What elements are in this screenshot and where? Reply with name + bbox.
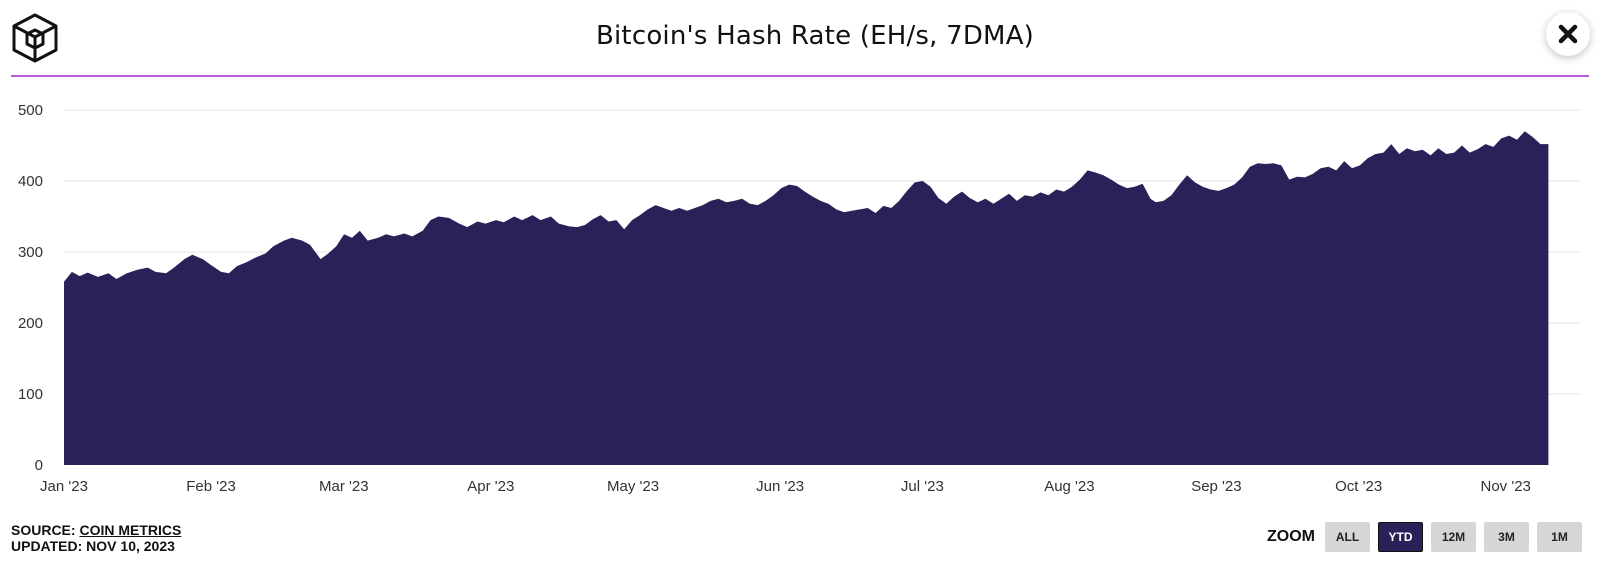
close-icon[interactable]	[1557, 23, 1579, 45]
close-button[interactable]	[1546, 12, 1590, 56]
zoom-3m-button[interactable]: 3M	[1484, 522, 1529, 552]
x-tick-label: Mar '23	[319, 478, 369, 495]
zoom-ytd-button[interactable]: YTD	[1378, 522, 1423, 552]
y-tick-label: 0	[35, 457, 43, 474]
hash-rate-area-chart: 0 100 200 300 400 500 Jan '23 Feb '23 Mar '23 Ap…	[18, 102, 1581, 495]
x-tick-label: Jul '23	[901, 478, 944, 495]
brand-logo-icon	[10, 12, 60, 64]
source-label: SOURCE:	[11, 522, 76, 538]
y-tick-layer: 0 100 200 300 400 500	[18, 102, 43, 474]
title-divider	[11, 75, 1589, 77]
zoom-label: ZOOM	[1267, 528, 1315, 545]
source-info: SOURCE: COIN METRICS UPDATED: NOV 10, 20…	[11, 522, 181, 554]
x-tick-label: Jan '23	[40, 478, 88, 495]
x-tick-label: Sep '23	[1191, 478, 1241, 495]
x-tick-label: Jun '23	[756, 478, 804, 495]
y-tick-label: 400	[18, 173, 43, 190]
x-tick-layer: Jan '23 Feb '23 Mar '23 Apr '23 May '23 Jun '…	[40, 478, 1531, 495]
source-link[interactable]: COIN METRICS	[79, 522, 182, 538]
x-tick-label: Oct '23	[1335, 478, 1382, 495]
zoom-controls: ZOOM ALL YTD 12M 3M 1M	[1267, 522, 1582, 552]
x-tick-label: Feb '23	[186, 478, 236, 495]
zoom-all-button[interactable]: ALL	[1325, 522, 1370, 552]
x-tick-label: Nov '23	[1481, 478, 1531, 495]
zoom-1m-button[interactable]: 1M	[1537, 522, 1582, 552]
y-tick-label: 300	[18, 244, 43, 261]
x-tick-label: May '23	[607, 478, 659, 495]
y-tick-label: 500	[18, 102, 43, 119]
hash-rate-area	[64, 131, 1549, 466]
y-tick-label: 100	[18, 386, 43, 403]
zoom-12m-button[interactable]: 12M	[1431, 522, 1476, 552]
updated-date: UPDATED: NOV 10, 2023	[11, 538, 175, 554]
area-layer	[64, 131, 1549, 466]
x-tick-label: Apr '23	[467, 478, 514, 495]
x-tick-label: Aug '23	[1044, 478, 1094, 495]
chart-title: Bitcoin's Hash Rate (EH/s, 7DMA)	[595, 21, 1035, 51]
y-tick-label: 200	[18, 315, 43, 332]
